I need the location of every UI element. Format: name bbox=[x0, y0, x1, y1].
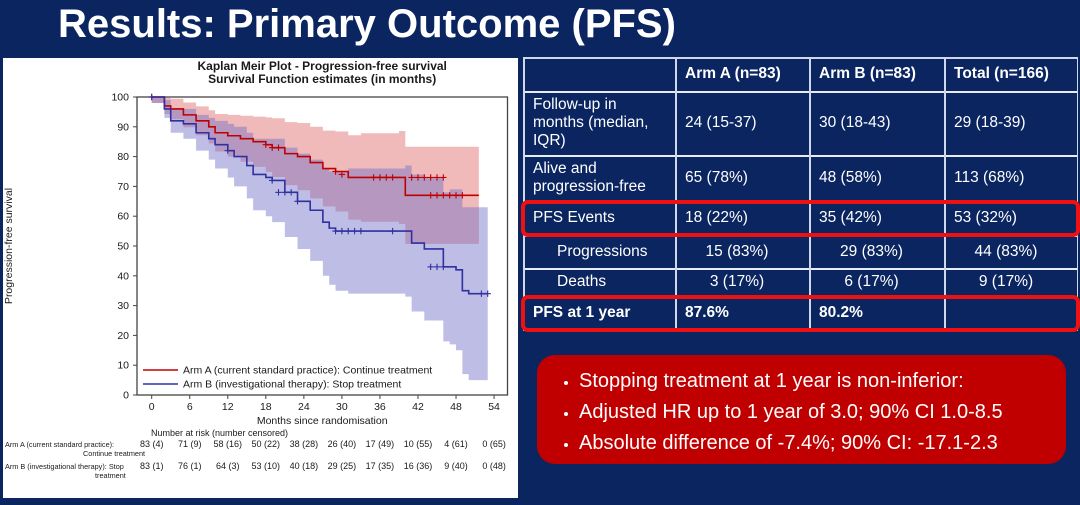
svg-text:53 (10): 53 (10) bbox=[252, 461, 281, 471]
svg-text:54: 54 bbox=[488, 401, 500, 413]
svg-text:29 (25): 29 (25) bbox=[328, 461, 357, 471]
svg-text:17 (35): 17 (35) bbox=[366, 461, 395, 471]
svg-text:100: 100 bbox=[111, 92, 129, 104]
svg-text:17 (49): 17 (49) bbox=[366, 439, 395, 449]
svg-text:26 (40): 26 (40) bbox=[328, 439, 357, 449]
svg-text:10: 10 bbox=[117, 360, 129, 372]
svg-text:Continue treatment: Continue treatment bbox=[83, 449, 145, 458]
svg-text:48: 48 bbox=[450, 401, 462, 413]
svg-text:9 (40): 9 (40) bbox=[444, 461, 468, 471]
svg-text:Number at risk (number censore: Number at risk (number censored) bbox=[151, 428, 288, 438]
svg-text:0 (48): 0 (48) bbox=[482, 461, 506, 471]
svg-text:90: 90 bbox=[117, 121, 129, 133]
svg-text:Survival Function estimates (i: Survival Function estimates (in months) bbox=[208, 72, 436, 86]
svg-text:42: 42 bbox=[412, 401, 424, 413]
svg-text:6: 6 bbox=[187, 401, 193, 413]
svg-text:40: 40 bbox=[117, 270, 129, 282]
svg-text:Kaplan Meir Plot - Progression: Kaplan Meir Plot - Progression-free surv… bbox=[197, 59, 446, 73]
svg-text:83 (4): 83 (4) bbox=[140, 439, 164, 449]
svg-text:50 (22): 50 (22) bbox=[252, 439, 281, 449]
svg-text:16 (36): 16 (36) bbox=[404, 461, 433, 471]
svg-text:38 (28): 38 (28) bbox=[290, 439, 319, 449]
svg-text:Arm B (investigational therapy: Arm B (investigational therapy): Stop bbox=[5, 462, 124, 471]
svg-text:64 (3): 64 (3) bbox=[216, 461, 240, 471]
svg-text:18: 18 bbox=[260, 401, 272, 413]
svg-text:treatment: treatment bbox=[95, 471, 126, 480]
svg-text:30: 30 bbox=[117, 300, 129, 312]
svg-text:71 (9): 71 (9) bbox=[178, 439, 202, 449]
svg-text:30: 30 bbox=[336, 401, 348, 413]
svg-text:76 (1): 76 (1) bbox=[178, 461, 202, 471]
svg-text:0 (65): 0 (65) bbox=[482, 439, 506, 449]
svg-text:Arm A (current standard practi: Arm A (current standard practice): bbox=[5, 440, 114, 449]
svg-text:0: 0 bbox=[123, 390, 129, 402]
svg-text:Arm B (investigational therapy: Arm B (investigational therapy): Stop tr… bbox=[183, 379, 401, 391]
svg-text:Progression-free survival: Progression-free survival bbox=[3, 188, 15, 304]
svg-text:Months since randomisation: Months since randomisation bbox=[257, 415, 388, 427]
svg-text:70: 70 bbox=[117, 181, 129, 193]
svg-text:40 (18): 40 (18) bbox=[290, 461, 319, 471]
svg-text:83 (1): 83 (1) bbox=[140, 461, 164, 471]
svg-text:20: 20 bbox=[117, 330, 129, 342]
svg-text:36: 36 bbox=[374, 401, 386, 413]
svg-text:50: 50 bbox=[117, 241, 129, 253]
svg-text:24: 24 bbox=[298, 401, 310, 413]
svg-text:58 (16): 58 (16) bbox=[214, 439, 243, 449]
svg-text:60: 60 bbox=[117, 211, 129, 223]
svg-text:12: 12 bbox=[222, 401, 234, 413]
svg-text:10 (55): 10 (55) bbox=[404, 439, 433, 449]
svg-text:0: 0 bbox=[149, 401, 155, 413]
svg-text:4 (61): 4 (61) bbox=[444, 439, 468, 449]
svg-text:Arm A (current standard practi: Arm A (current standard practice): Conti… bbox=[183, 365, 432, 377]
svg-text:80: 80 bbox=[117, 151, 129, 163]
